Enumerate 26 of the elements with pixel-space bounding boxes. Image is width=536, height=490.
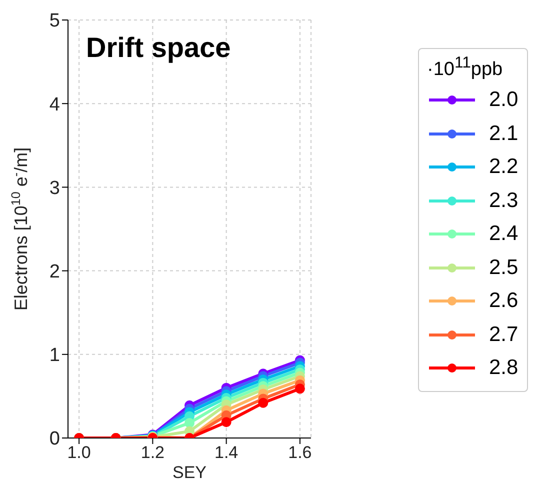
point <box>258 398 268 408</box>
legend-label: 2.1 <box>489 122 518 146</box>
legend-label: 2.8 <box>489 356 518 380</box>
y-tick-label: 1 <box>49 345 60 366</box>
legend-title: ·10$^{11}$ppb <box>427 55 503 80</box>
y-tick-label: 4 <box>49 94 60 116</box>
y-tick-label: 5 <box>49 10 60 32</box>
x-tick-label: 1.4 <box>214 443 238 462</box>
legend-label: 2.6 <box>489 289 518 314</box>
chart-title: Drift space <box>86 32 231 64</box>
legend-label: 2.3 <box>489 188 518 213</box>
x-tick-label: 1.2 <box>140 443 164 462</box>
point <box>294 384 305 394</box>
y-tick-label: 0 <box>49 428 60 450</box>
legend-label: 2.0 <box>489 88 518 112</box>
x-tick-label: 1.6 <box>288 443 312 462</box>
x-axis-title: SEY <box>172 463 207 482</box>
legend-label: 2.7 <box>489 322 518 347</box>
legend-label: 2.2 <box>489 155 518 180</box>
point <box>221 417 232 428</box>
point <box>184 418 194 428</box>
y-tick-label: 2 <box>49 262 60 283</box>
y-tick-label: 3 <box>49 178 60 199</box>
legend-label: 2.4 <box>489 222 518 246</box>
x-tick-label: 1.0 <box>67 443 91 462</box>
legend-label: 2.5 <box>489 256 518 280</box>
